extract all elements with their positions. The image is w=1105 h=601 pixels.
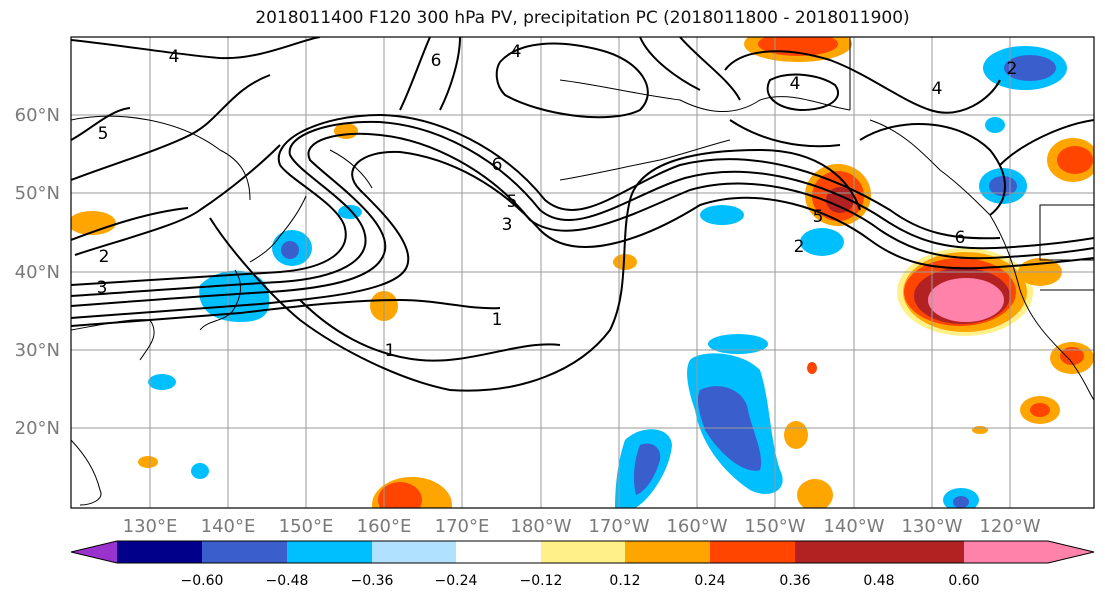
colorbar-tick-label: −0.36 [351,573,394,589]
precip-anomaly-positive [378,482,422,508]
contour-label: 2 [99,247,110,267]
lat-label: 40°N [15,262,60,283]
contour-label: 1 [385,341,396,361]
precip-anomaly-positive [1057,146,1093,174]
contour-label: 4 [169,47,180,67]
precip-anomaly-negative [800,228,844,256]
contour-label: 4 [511,42,522,62]
lat-label: 60°N [15,105,60,126]
contour-labels: 4 5 6 4 4 6 5 3 2 3 2 5 4 2 6 1 1 [97,42,1018,361]
colorbar-swatch [879,541,964,563]
precip-anomaly-positive [797,479,833,508]
precip-shading [71,37,1094,508]
contour-label: 4 [932,79,943,99]
map-title: 2018011400 F120 300 hPa PV, precipitatio… [255,8,910,28]
precip-anomaly-positive [138,456,158,468]
precip-anomaly-positive [1060,347,1084,365]
precip-anomaly-positive [71,211,116,235]
contour-label: 6 [492,155,503,175]
lon-label: 170°W [588,516,649,537]
colorbar-swatch [287,541,372,563]
precip-anomaly-negative [1004,55,1056,81]
lon-label: 180°W [510,516,571,537]
lon-label: 120°W [979,516,1040,537]
colorbar-swatch [456,541,541,563]
contour-label: 5 [507,192,518,212]
lon-label: 150°W [744,516,805,537]
colorbar-tick-label: −0.60 [181,573,224,589]
colorbar-tick-labels: −0.60 −0.48 −0.36 −0.24 −0.12 0.12 0.24 … [181,573,980,589]
contour-label: 2 [1007,59,1018,79]
colorbar-extend-left [71,541,117,563]
lon-label: 150°E [279,516,334,537]
contour-label: 1 [492,310,503,330]
precip-anomaly-negative [281,241,299,259]
precip-anomaly-negative [708,334,768,354]
lon-label: 170°E [435,516,490,537]
colorbar-tick-label: 0.36 [779,573,810,589]
colorbar-outline [70,540,1095,564]
lat-label: 50°N [15,183,60,204]
precip-anomaly-negative [633,443,661,495]
colorbar-tick-label: −0.48 [266,573,309,589]
colorbar-swatch [202,541,287,563]
colorbar-tick-label: 0.12 [609,573,640,589]
precip-anomaly-positive [807,362,817,374]
lon-label: 140°W [823,516,884,537]
colorbar-tick-label: 0.60 [948,573,979,589]
lon-label: 130°E [123,516,178,537]
colorbar-swatch [625,541,710,563]
precip-anomaly-positive [972,426,988,434]
colorbar-extend-right [964,541,1094,563]
contour-label: 4 [790,74,801,94]
contour-label: 5 [813,207,824,227]
contour-label: 6 [431,51,442,71]
pv-contours [71,37,1094,392]
colorbar-tick-label: 0.24 [694,573,725,589]
lon-labels: 130°E 140°E 150°E 160°E 170°E 180°W 170°… [123,516,1041,537]
precip-anomaly-negative [953,496,969,508]
lon-label: 160°E [357,516,412,537]
lat-label: 20°N [15,418,60,439]
precip-anomaly-positive [334,123,358,139]
precip-anomaly-negative [191,463,209,479]
precip-anomaly-negative [148,374,176,390]
lat-labels: 60°N 50°N 40°N 30°N 20°N [15,105,60,439]
colorbar-swatch [117,541,202,563]
lat-label: 30°N [15,340,60,361]
lon-label: 160°W [666,516,727,537]
precip-anomaly-positive [1030,403,1050,417]
lon-label: 140°E [201,516,256,537]
colorbar: −0.60 −0.48 −0.36 −0.24 −0.12 0.12 0.24 … [70,540,1095,589]
map-area [71,37,1094,508]
colorbar-swatch [710,541,795,563]
precip-anomaly-positive [928,278,1004,322]
contour-label: 3 [502,215,513,235]
colorbar-swatch [795,541,879,563]
contour-label: 5 [98,124,109,144]
colorbar-tick-label: 0.48 [863,573,894,589]
colorbar-tick-label: −0.24 [435,573,478,589]
contour-label: 2 [794,237,805,257]
gridlines [71,37,1094,508]
contour-label: 3 [97,278,108,298]
lon-label: 130°W [901,516,962,537]
precip-anomaly-negative [985,117,1005,133]
contour-label: 6 [955,228,966,248]
precip-anomaly-negative [338,205,362,219]
precip-anomaly-negative [700,205,744,225]
precip-anomaly-positive [784,421,808,449]
map-frame [70,36,1095,509]
colorbar-swatch [372,541,456,563]
colorbar-tick-label: −0.12 [520,573,563,589]
colorbar-swatch [541,541,625,563]
